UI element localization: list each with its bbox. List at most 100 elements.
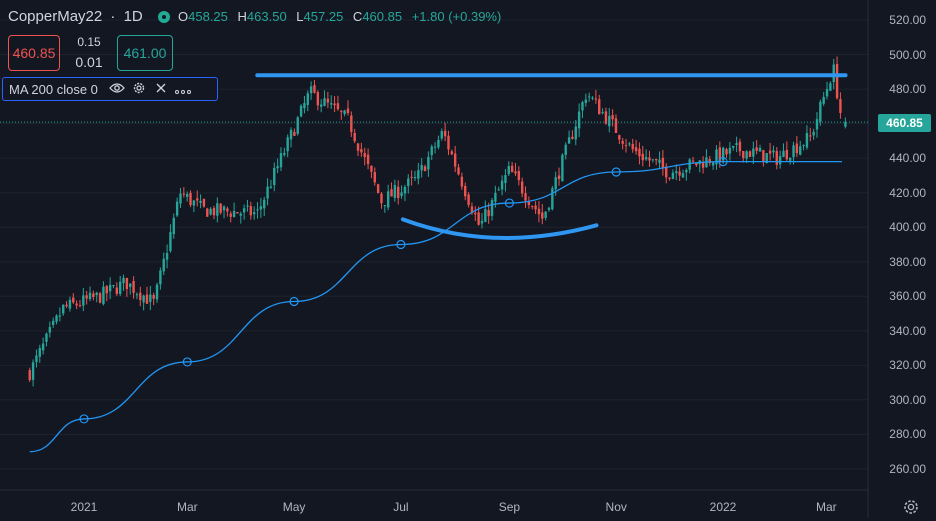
sell-button[interactable]: 460.85: [8, 35, 60, 71]
candle-body: [397, 186, 400, 198]
candle-body: [417, 170, 420, 179]
candle-body: [835, 63, 839, 99]
candle-body: [129, 283, 132, 287]
candle-body: [567, 137, 571, 144]
buy-button[interactable]: 461.00: [117, 35, 173, 71]
ma-marker: [79, 414, 89, 424]
candle-body: [162, 258, 165, 272]
candle-body: [98, 293, 102, 303]
time-tick-label: May: [282, 500, 306, 514]
title-separator: ·: [110, 8, 116, 25]
candle-body: [742, 151, 745, 159]
candle-body: [62, 304, 65, 314]
symbol-title[interactable]: CopperMay22 · 1D: [8, 8, 143, 25]
candle-body: [601, 112, 604, 114]
candle-body: [370, 165, 373, 172]
candle-body: [45, 333, 48, 342]
candle-body: [299, 105, 303, 117]
price-tick-label: 260.00: [889, 462, 926, 476]
indicator-label: MA 200 close 0: [9, 81, 98, 97]
candle-body: [443, 130, 447, 137]
candle-body: [48, 327, 52, 333]
spread-box: 0.15 0.01: [64, 32, 114, 72]
lot-size-input[interactable]: 0.01: [75, 54, 103, 70]
candle-body: [179, 193, 182, 204]
candle-body: [212, 207, 216, 216]
ma-marker: [182, 357, 192, 367]
candle-body: [440, 131, 443, 139]
candle-body: [420, 165, 423, 171]
more-icon[interactable]: [172, 82, 194, 97]
candle-body: [31, 362, 35, 380]
candle-body: [541, 212, 544, 219]
candle-body: [598, 99, 601, 115]
support-arc[interactable]: [400, 217, 599, 240]
eye-icon[interactable]: [106, 82, 128, 97]
candle-body: [795, 143, 799, 154]
time-tick-label: Mar: [176, 500, 198, 514]
candle-body: [219, 203, 222, 213]
time-tick-label: Jul: [393, 500, 409, 514]
candle-body: [587, 96, 591, 98]
candle-body: [658, 159, 661, 163]
candle-body: [336, 103, 340, 110]
candle-body: [259, 206, 263, 210]
candle-body: [534, 205, 537, 210]
candle-body: [557, 175, 561, 180]
candle-body: [768, 150, 772, 154]
candle-body: [51, 320, 55, 325]
candle-body: [199, 200, 202, 203]
candle-body: [695, 162, 698, 166]
candle-body: [701, 162, 705, 168]
candle-body: [497, 189, 500, 191]
candle-body: [65, 304, 68, 307]
candle-body: [393, 185, 397, 199]
candle-body: [685, 169, 688, 173]
candle-body: [286, 137, 289, 152]
candle-body: [330, 103, 333, 105]
price-tick-label: 520.00: [889, 13, 926, 27]
candle-body: [474, 212, 477, 215]
open-value: 458.25: [188, 9, 228, 24]
candle-body: [289, 129, 293, 140]
candle-body: [648, 157, 651, 161]
candle-body: [507, 166, 510, 175]
gear-icon[interactable]: [128, 81, 150, 98]
candle-body: [296, 117, 299, 134]
candle-body: [755, 147, 758, 151]
candle-body: [641, 153, 644, 161]
candle-body: [628, 143, 631, 145]
candle-body: [313, 85, 316, 93]
candle-body: [249, 206, 253, 216]
candle-body: [196, 198, 199, 201]
candle-body: [142, 295, 145, 303]
low-value: 457.25: [303, 9, 344, 24]
candle-body: [206, 208, 209, 217]
candle-body: [346, 108, 350, 114]
candle-body: [671, 172, 675, 180]
candle-body: [688, 159, 691, 170]
candle-body: [366, 154, 370, 165]
candle-body: [360, 149, 363, 153]
gear-icon[interactable]: [902, 498, 920, 521]
candle-body: [631, 143, 634, 150]
change-value: +1.80 (+0.39%): [411, 9, 502, 24]
candle-body: [323, 98, 326, 106]
candle-body: [303, 103, 306, 109]
indicator-legend[interactable]: MA 200 close 0: [2, 77, 218, 101]
candle-body: [68, 299, 72, 309]
candle-body: [232, 211, 236, 217]
price-tick-label: 300.00: [889, 392, 926, 407]
candle-body: [464, 185, 467, 197]
candle-body: [591, 97, 594, 99]
candle-body: [531, 206, 534, 208]
candle-body: [447, 135, 450, 150]
candle-body: [410, 176, 413, 178]
close-icon[interactable]: [150, 82, 172, 97]
candle-body: [115, 287, 119, 294]
candle-body: [745, 151, 748, 159]
candle-body: [822, 96, 825, 104]
candle-body: [92, 293, 95, 298]
candle-body: [437, 139, 440, 148]
